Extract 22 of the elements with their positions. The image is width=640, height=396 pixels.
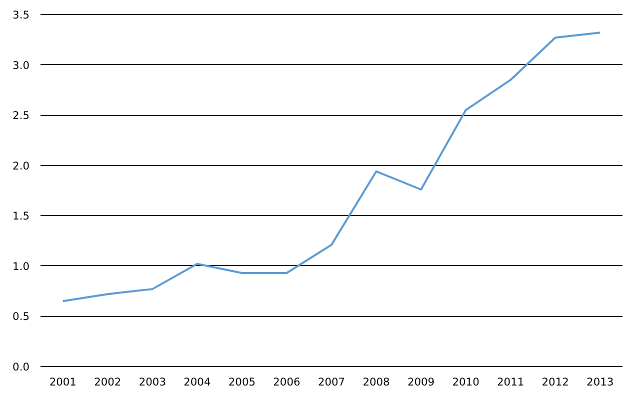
x-tick-label: 2002 xyxy=(94,376,122,388)
y-tick-label: 2.0 xyxy=(12,159,30,172)
x-tick-label: 2005 xyxy=(228,376,256,388)
x-tick-label: 2001 xyxy=(49,376,76,388)
y-tick-label: 0.0 xyxy=(12,360,30,374)
x-tick-label: 2008 xyxy=(362,376,390,388)
x-tick-label: 2004 xyxy=(184,376,211,388)
y-tick-label: 2.5 xyxy=(12,109,30,122)
x-tick-label: 2007 xyxy=(318,376,346,388)
y-tick-label: 1.5 xyxy=(12,210,30,223)
x-tick-label: 2003 xyxy=(138,376,166,388)
x-tick-label: 2006 xyxy=(273,376,301,388)
y-tick-label: 3.0 xyxy=(12,58,30,72)
x-tick-label: 2010 xyxy=(452,376,480,388)
y-tick-label: 0.5 xyxy=(12,310,30,324)
x-tick-label: 2012 xyxy=(542,376,569,388)
x-tick-label: 2011 xyxy=(497,376,524,388)
line-series xyxy=(62,32,602,302)
y-tick-label: 3.5 xyxy=(12,8,30,22)
y-tick-label: 1.0 xyxy=(12,260,30,273)
x-tick-label: 2013 xyxy=(586,376,614,388)
x-tick-label: 2009 xyxy=(407,376,435,388)
